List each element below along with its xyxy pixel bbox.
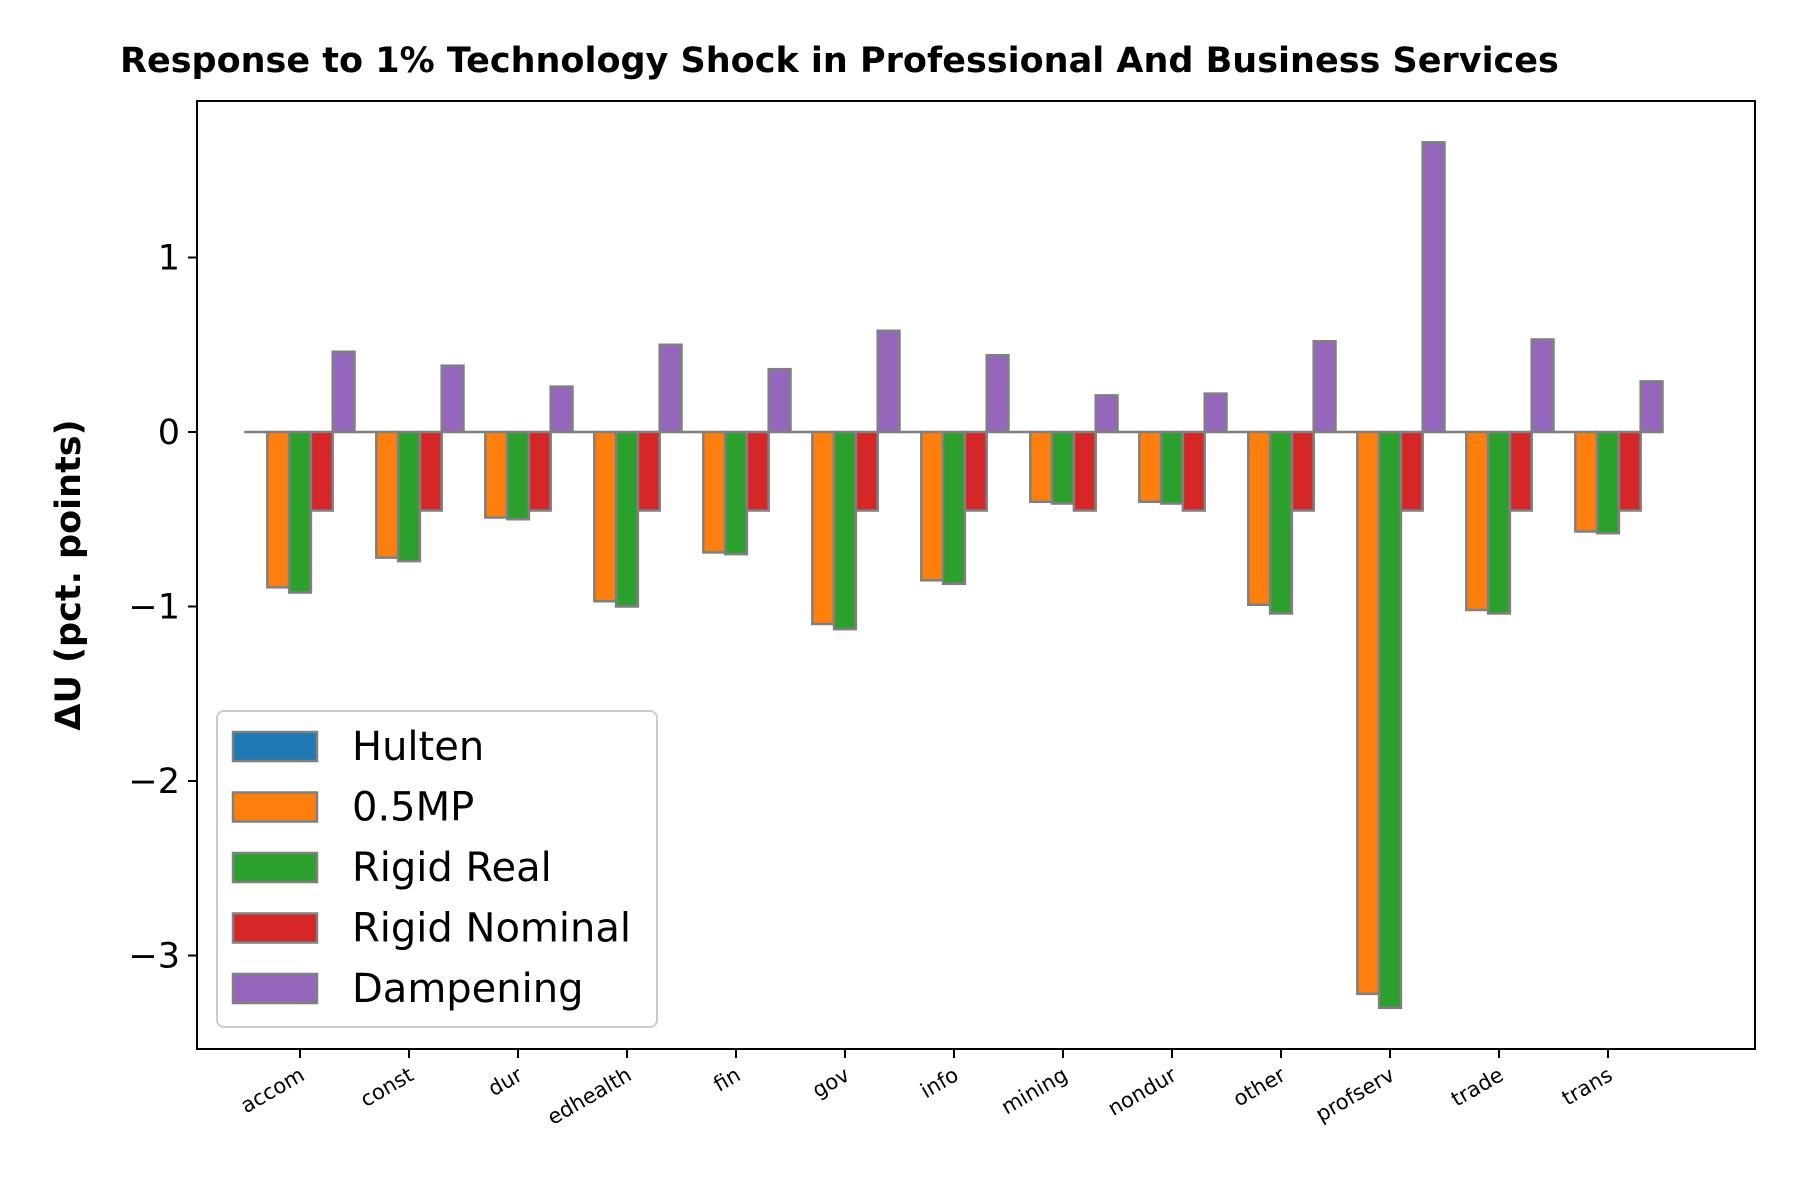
bar-dampening-const xyxy=(440,364,465,434)
bar-dampening-fin xyxy=(767,367,792,434)
bar-rigid-nominal-trade xyxy=(1508,430,1533,512)
xtick-label: mining xyxy=(997,1063,1071,1120)
bar-rigid-real-trans xyxy=(1595,430,1621,535)
xtick-label: edhealth xyxy=(543,1063,635,1130)
bar-0-5mp-dur xyxy=(484,430,509,519)
bars-group xyxy=(244,141,1664,1010)
bar-0-5mp-info xyxy=(920,430,945,582)
bar-0-5mp-other xyxy=(1247,430,1272,606)
bar-rigid-nominal-fin xyxy=(745,430,770,512)
legend-label: Rigid Nominal xyxy=(352,906,631,952)
bar-0-5mp-gov xyxy=(811,430,836,626)
legend-label: Dampening xyxy=(352,966,583,1012)
bar-rigid-real-mining xyxy=(1050,430,1076,505)
xtick-label: nondur xyxy=(1104,1062,1181,1120)
xtick-label: other xyxy=(1229,1062,1290,1111)
bar-rigid-nominal-other xyxy=(1290,430,1315,512)
bar-rigid-nominal-const xyxy=(418,430,443,512)
bar-dampening-trans xyxy=(1639,380,1664,434)
ytick-label: 1 xyxy=(158,239,180,279)
bar-0-5mp-fin xyxy=(702,430,727,554)
chart-title: Response to 1% Technology Shock in Profe… xyxy=(120,41,1559,81)
xtick-label: dur xyxy=(484,1062,527,1101)
bar-rigid-nominal-gov xyxy=(854,430,879,512)
xtick-label: info xyxy=(916,1063,962,1103)
legend-swatch xyxy=(231,730,319,763)
bar-0-5mp-trade xyxy=(1465,430,1490,612)
xtick-label: gov xyxy=(808,1063,853,1103)
legend-box xyxy=(216,710,658,1028)
legend-label: Rigid Real xyxy=(352,845,552,891)
bar-0-5mp-accom xyxy=(266,430,291,589)
ytick-label: 0 xyxy=(158,413,180,453)
ytick-label: −2 xyxy=(128,762,180,802)
bar-dampening-trade xyxy=(1530,338,1555,434)
bar-rigid-nominal-accom xyxy=(309,430,334,512)
xtick-label: trade xyxy=(1447,1063,1507,1112)
bar-rigid-real-const xyxy=(396,430,422,563)
bar-dampening-info xyxy=(985,353,1010,434)
bar-rigid-nominal-trans xyxy=(1617,430,1642,512)
xtick-label: accom xyxy=(237,1063,309,1118)
bar-rigid-real-accom xyxy=(287,430,313,594)
legend-swatch xyxy=(231,851,319,884)
bar-dampening-gov xyxy=(876,329,901,434)
bar-rigid-real-edhealth xyxy=(614,430,640,608)
bar-rigid-nominal-profserv xyxy=(1399,430,1424,512)
xtick-label: profserv xyxy=(1311,1063,1398,1127)
legend: Hulten 0.5MP Rigid Real Rigid Nominal Dampen… xyxy=(216,710,658,1028)
bar-dampening-mining xyxy=(1094,394,1119,434)
xtick-label: const xyxy=(356,1063,417,1112)
bar-dampening-other xyxy=(1312,340,1337,434)
bar-dampening-dur xyxy=(549,385,574,434)
bar-0-5mp-const xyxy=(375,430,400,559)
x-axis: accom const dur edhealth fin gov info mining non… xyxy=(237,1049,1617,1130)
bar-rigid-real-trade xyxy=(1486,430,1512,615)
bar-0-5mp-profserv xyxy=(1356,430,1381,996)
legend-label: 0.5MP xyxy=(352,785,474,831)
bar-rigid-real-info xyxy=(941,430,967,586)
bar-0-5mp-edhealth xyxy=(593,430,618,603)
bar-rigid-real-dur xyxy=(505,430,531,521)
ytick-label: −1 xyxy=(128,588,180,628)
legend-label: Hulten xyxy=(352,724,484,770)
bar-rigid-nominal-nondur xyxy=(1181,430,1206,512)
y-axis-label: ΔU (pct. points) xyxy=(49,419,89,730)
bar-dampening-accom xyxy=(331,350,356,434)
xtick-label: fin xyxy=(710,1063,745,1097)
legend-swatch xyxy=(231,972,319,1005)
bar-rigid-nominal-edhealth xyxy=(636,430,661,512)
legend-swatch xyxy=(231,791,319,823)
bar-rigid-real-nondur xyxy=(1159,430,1185,505)
bar-rigid-nominal-mining xyxy=(1072,430,1097,512)
bar-rigid-nominal-dur xyxy=(527,430,552,512)
bar-rigid-real-fin xyxy=(723,430,749,556)
bar-0-5mp-trans xyxy=(1574,430,1599,533)
bar-dampening-profserv xyxy=(1421,141,1446,434)
ytick-label: −3 xyxy=(128,937,180,977)
legend-swatch xyxy=(231,912,319,944)
y-axis: 1 0 −1 −2 −3 xyxy=(128,239,197,977)
bar-0-5mp-nondur xyxy=(1138,430,1163,504)
bar-rigid-real-profserv xyxy=(1377,430,1403,1010)
bar-dampening-nondur xyxy=(1203,392,1228,434)
bar-rigid-real-other xyxy=(1268,430,1294,615)
bar-rigid-real-gov xyxy=(832,430,858,631)
plot-frame xyxy=(196,100,1756,1050)
bar-0-5mp-mining xyxy=(1029,430,1054,504)
xtick-label: trans xyxy=(1558,1063,1617,1111)
bar-dampening-edhealth xyxy=(658,343,683,434)
bar-rigid-nominal-info xyxy=(963,430,988,512)
